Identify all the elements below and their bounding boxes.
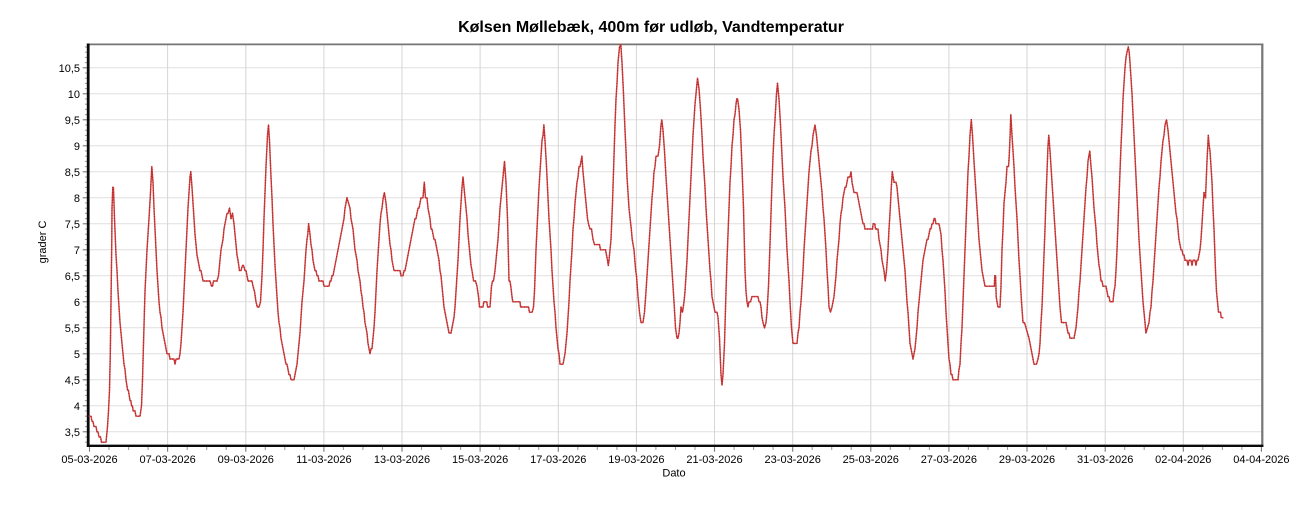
svg-text:15-03-2026: 15-03-2026 [452, 454, 508, 466]
svg-text:21-03-2026: 21-03-2026 [686, 454, 742, 466]
svg-text:07-03-2026: 07-03-2026 [139, 454, 195, 466]
svg-text:Dato: Dato [662, 468, 685, 480]
svg-text:27-03-2026: 27-03-2026 [921, 454, 977, 466]
svg-text:10: 10 [68, 89, 80, 101]
svg-text:29-03-2026: 29-03-2026 [999, 454, 1055, 466]
svg-text:8,5: 8,5 [65, 167, 80, 179]
svg-text:11-03-2026: 11-03-2026 [296, 454, 351, 466]
svg-text:10,5: 10,5 [59, 63, 80, 75]
svg-text:31-03-2026: 31-03-2026 [1077, 454, 1133, 466]
svg-text:04-04-2026: 04-04-2026 [1233, 454, 1289, 466]
svg-text:7,5: 7,5 [65, 219, 80, 231]
svg-text:4,5: 4,5 [65, 375, 80, 387]
svg-text:grader C: grader C [37, 221, 49, 264]
svg-text:Kølsen Møllebæk, 400m før udlø: Kølsen Møllebæk, 400m før udløb, Vandtem… [458, 19, 844, 36]
svg-text:17-03-2026: 17-03-2026 [530, 454, 586, 466]
svg-text:19-03-2026: 19-03-2026 [608, 454, 664, 466]
svg-text:6,5: 6,5 [65, 271, 80, 283]
svg-text:02-04-2026: 02-04-2026 [1155, 454, 1211, 466]
svg-text:4: 4 [74, 401, 80, 413]
svg-text:25-03-2026: 25-03-2026 [843, 454, 899, 466]
svg-text:5: 5 [74, 349, 80, 361]
svg-text:3,5: 3,5 [65, 427, 80, 439]
svg-text:6: 6 [74, 297, 80, 309]
svg-text:9: 9 [74, 141, 80, 153]
svg-text:9,5: 9,5 [65, 115, 80, 127]
svg-text:09-03-2026: 09-03-2026 [218, 454, 274, 466]
svg-text:7: 7 [74, 245, 80, 257]
svg-text:05-03-2026: 05-03-2026 [61, 454, 117, 466]
svg-text:5,5: 5,5 [65, 323, 80, 335]
svg-text:8: 8 [74, 193, 80, 205]
svg-text:13-03-2026: 13-03-2026 [374, 454, 430, 466]
svg-text:23-03-2026: 23-03-2026 [765, 454, 821, 466]
